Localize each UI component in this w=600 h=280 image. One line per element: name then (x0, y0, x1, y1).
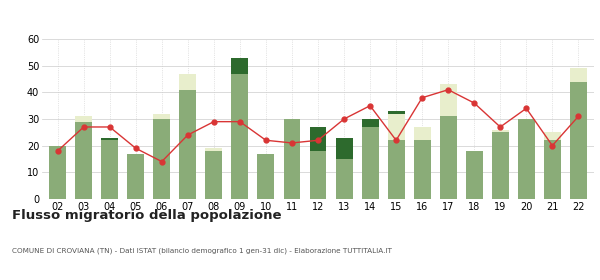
Bar (466, 151, 482, 199)
Bar (101, 138, 118, 140)
Text: COMUNE DI CROVIANA (TN) - Dati ISTAT (bilancio demografico 1 gen-31 dic) - Elabo: COMUNE DI CROVIANA (TN) - Dati ISTAT (bi… (12, 248, 392, 254)
Bar (154, 114, 170, 119)
Bar (335, 138, 353, 159)
Bar (154, 119, 170, 199)
Bar (310, 127, 326, 151)
Bar (75, 116, 92, 122)
Bar (362, 119, 379, 127)
Bar (101, 140, 118, 199)
Bar (257, 154, 274, 199)
Bar (310, 151, 326, 199)
Bar (284, 119, 301, 199)
Bar (440, 116, 457, 199)
Bar (127, 154, 144, 199)
Bar (413, 140, 431, 199)
Bar (544, 140, 561, 199)
Bar (179, 74, 196, 90)
Bar (205, 151, 223, 199)
Bar (49, 146, 66, 199)
Bar (388, 140, 404, 199)
Bar (492, 132, 509, 199)
Bar (388, 111, 404, 114)
Bar (232, 58, 248, 74)
Bar (492, 130, 509, 132)
Bar (335, 159, 353, 199)
Bar (518, 119, 535, 199)
Bar (570, 69, 587, 82)
Bar (570, 82, 587, 199)
Text: Flusso migratorio della popolazione: Flusso migratorio della popolazione (12, 209, 281, 221)
Bar (205, 148, 223, 151)
Bar (388, 114, 404, 140)
Bar (362, 127, 379, 199)
Bar (544, 132, 561, 140)
Bar (440, 85, 457, 116)
Bar (232, 74, 248, 199)
Bar (179, 90, 196, 199)
Bar (75, 122, 92, 199)
Bar (413, 127, 431, 140)
